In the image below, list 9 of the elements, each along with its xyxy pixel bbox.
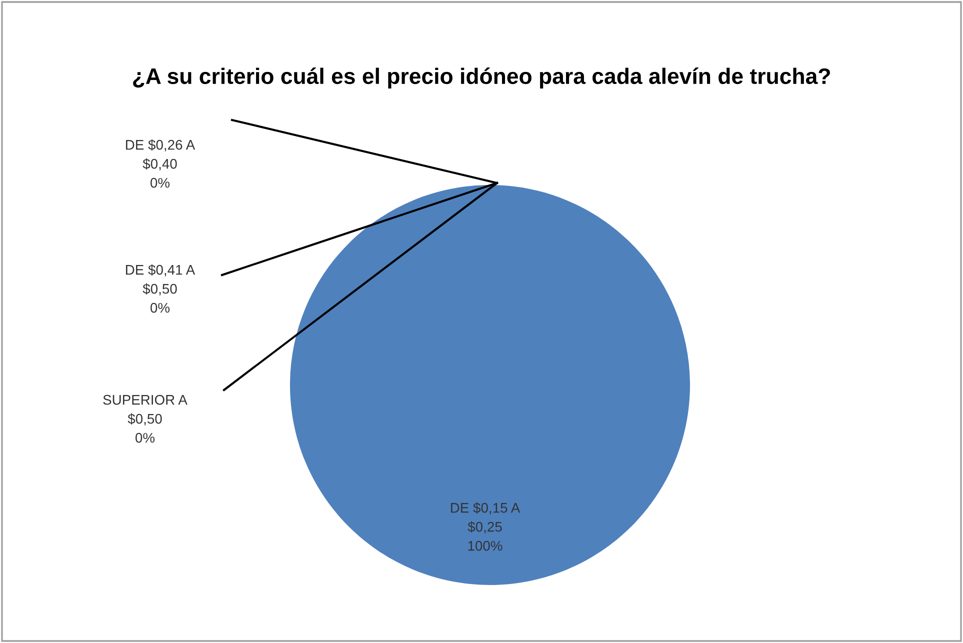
category-label: DE $0,26 A $0,40	[126, 139, 196, 170]
text: 0%	[150, 302, 170, 313]
slice-label: DE $0,15 A $0,25	[451, 502, 520, 534]
text: 0%	[150, 178, 170, 188]
text: 0%	[136, 432, 155, 443]
data-label: 100%	[468, 540, 502, 551]
chart-title: ¿A su criterio cuál es el precio idóneo para cada alevín de trucha?	[133, 68, 830, 88]
category-label: SUPERIOR A $0,50	[103, 394, 188, 426]
category-label: DE $0,41 A $0,50	[126, 264, 196, 296]
